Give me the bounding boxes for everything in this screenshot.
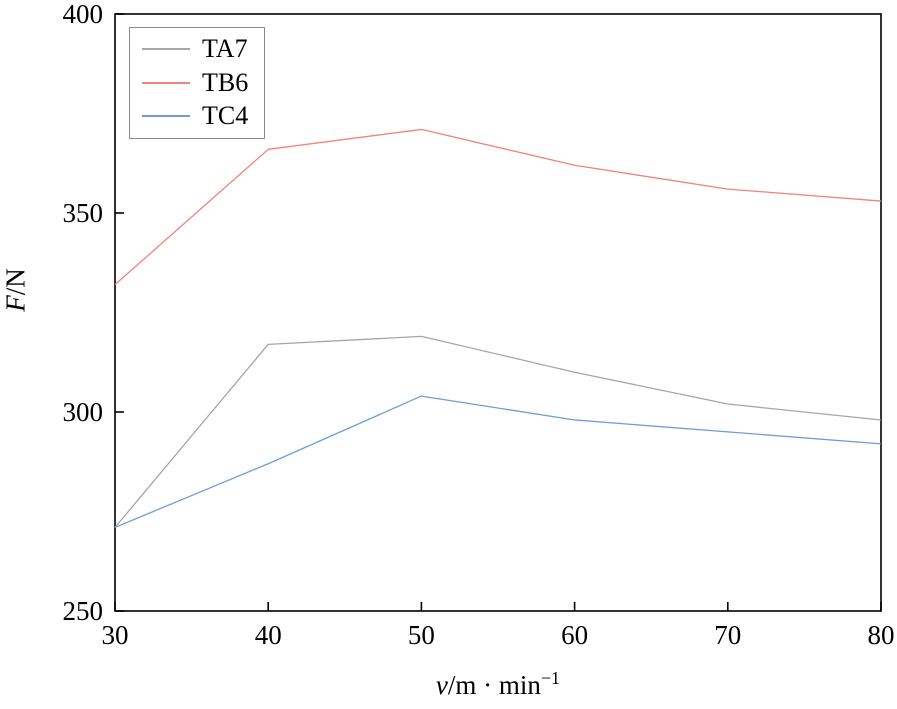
y-tick-label: 250 (63, 596, 104, 626)
legend-item-ta7: TA7 (142, 34, 248, 64)
y-tick-label: 400 (63, 0, 104, 29)
series-line-tc4 (114, 395, 882, 529)
legend: TA7 TB6 TC4 (129, 27, 266, 139)
series-line-tb6 (114, 128, 882, 286)
y-axis-title: F/N (1, 268, 32, 312)
plot-frame (114, 13, 882, 612)
legend-label-tc4: TC4 (202, 101, 249, 131)
y-axis-variable: F (0, 295, 31, 312)
legend-line-swatch-ta7 (142, 48, 190, 51)
legend-item-tb6: TB6 (142, 67, 249, 98)
x-axis-title: v/m · min−1 (115, 668, 881, 701)
series-line-ta7 (114, 335, 882, 528)
x-tick-label: 50 (408, 620, 435, 650)
x-tick-label: 70 (714, 620, 741, 650)
x-tick-label: 30 (102, 620, 129, 650)
x-axis-exponent: −1 (540, 668, 561, 688)
x-axis-variable: v (435, 670, 448, 700)
legend-label-ta7: TA7 (202, 34, 248, 63)
legend-item-tc4: TC4 (142, 102, 248, 131)
x-tick-label: 40 (255, 620, 282, 650)
legend-line-swatch-tb6 (142, 81, 190, 84)
legend-line-swatch-tc4 (142, 115, 190, 118)
y-axis-unit: /N (0, 268, 31, 296)
y-tick-label: 350 (63, 198, 104, 228)
x-tick-label: 60 (561, 620, 588, 650)
legend-label-tb6: TB6 (202, 67, 249, 97)
x-tick-label: 80 (868, 620, 895, 650)
y-tick-label: 300 (63, 397, 104, 427)
x-axis-unit: /m · min (447, 670, 541, 700)
